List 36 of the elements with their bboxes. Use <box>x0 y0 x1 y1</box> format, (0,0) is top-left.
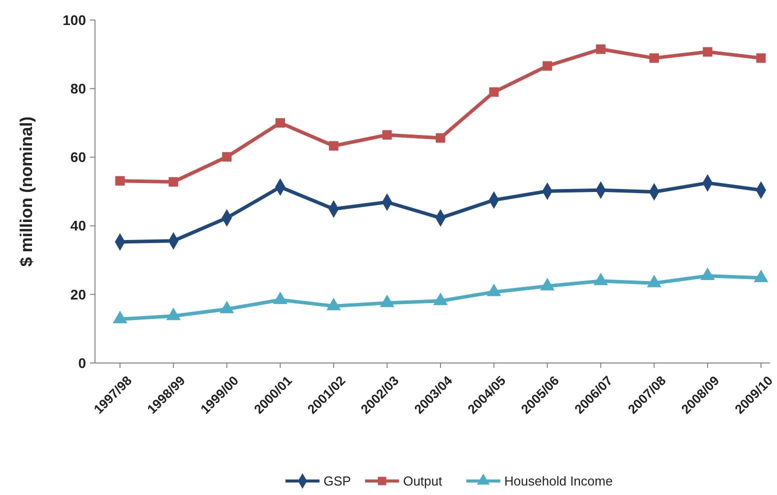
point <box>702 47 712 57</box>
legend-label: Household Income <box>504 474 613 489</box>
point <box>436 133 446 143</box>
point <box>700 268 715 280</box>
y-tick-label: 40 <box>70 218 86 234</box>
point <box>754 270 768 282</box>
point <box>542 61 552 71</box>
point <box>382 130 392 140</box>
point <box>756 53 766 63</box>
point <box>115 176 125 186</box>
point <box>594 272 608 286</box>
y-tick-label: 80 <box>70 80 86 96</box>
y-tick-label: 100 <box>62 12 86 28</box>
point <box>326 298 341 310</box>
point <box>649 53 659 63</box>
point <box>433 292 448 306</box>
point <box>540 278 555 290</box>
point <box>486 284 502 296</box>
point <box>166 308 181 320</box>
legend-label: GSP <box>324 474 351 489</box>
y-axis-title: $ million (nominal) <box>17 116 36 267</box>
point <box>168 177 178 187</box>
point <box>220 300 234 314</box>
point <box>328 141 338 151</box>
y-tick-label: 60 <box>70 149 86 166</box>
point <box>489 87 499 97</box>
point <box>380 294 394 308</box>
point <box>276 118 285 128</box>
y-tick-label: 0 <box>78 354 86 371</box>
point <box>222 152 232 162</box>
point <box>273 292 288 304</box>
point <box>112 310 128 324</box>
y-tick-label: 20 <box>70 286 86 302</box>
point <box>646 274 662 288</box>
legend-label: Output <box>403 474 443 489</box>
point <box>596 44 606 54</box>
